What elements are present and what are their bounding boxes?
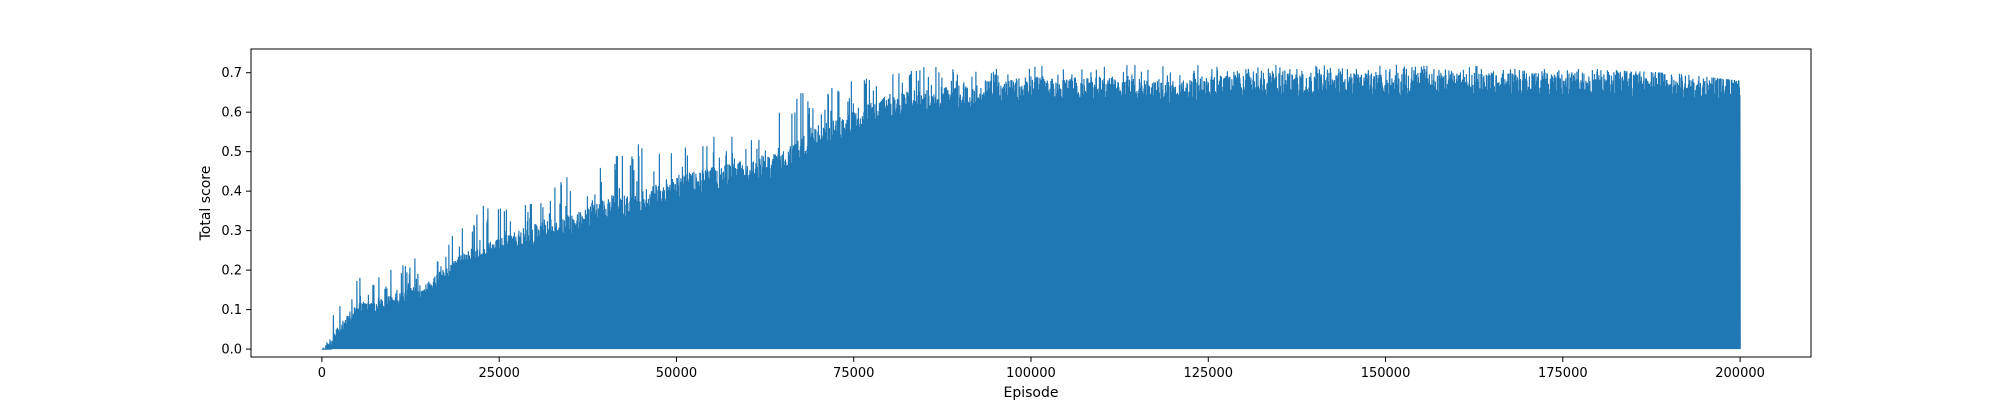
- y-tick-label: 0.5: [221, 145, 242, 160]
- x-tick-label: 25000: [479, 366, 520, 381]
- y-tick-label: 0.1: [221, 303, 242, 318]
- x-tick-label: 150000: [1361, 366, 1411, 381]
- y-tick-label: 0.7: [221, 66, 242, 81]
- x-tick-label: 125000: [1183, 366, 1233, 381]
- x-tick-label: 50000: [656, 366, 697, 381]
- y-tick-label: 0.4: [221, 185, 242, 200]
- y-tick-label: 0.6: [221, 106, 242, 121]
- y-tick-label: 0.2: [221, 264, 242, 279]
- x-tick-label: 0: [318, 366, 326, 381]
- y-axis: 0.0 0.1 0.2 0.3 0.4 0.5 0.6 0.7: [221, 66, 251, 358]
- x-tick-label: 75000: [833, 366, 874, 381]
- x-tick-label: 175000: [1538, 366, 1588, 381]
- series-line: [321, 64, 1741, 350]
- x-axis: 0 25000 50000 75000 100000 125000 150000 175000…: [318, 357, 1765, 381]
- x-tick-label: 200000: [1715, 366, 1765, 381]
- y-axis-label: Total score: [198, 166, 214, 242]
- plot-layer: [321, 64, 1741, 350]
- y-tick-label: 0.3: [221, 224, 242, 239]
- x-tick-label: 100000: [1006, 366, 1056, 381]
- y-tick-label: 0.0: [221, 343, 242, 358]
- x-axis-label: Episode: [1004, 385, 1059, 400]
